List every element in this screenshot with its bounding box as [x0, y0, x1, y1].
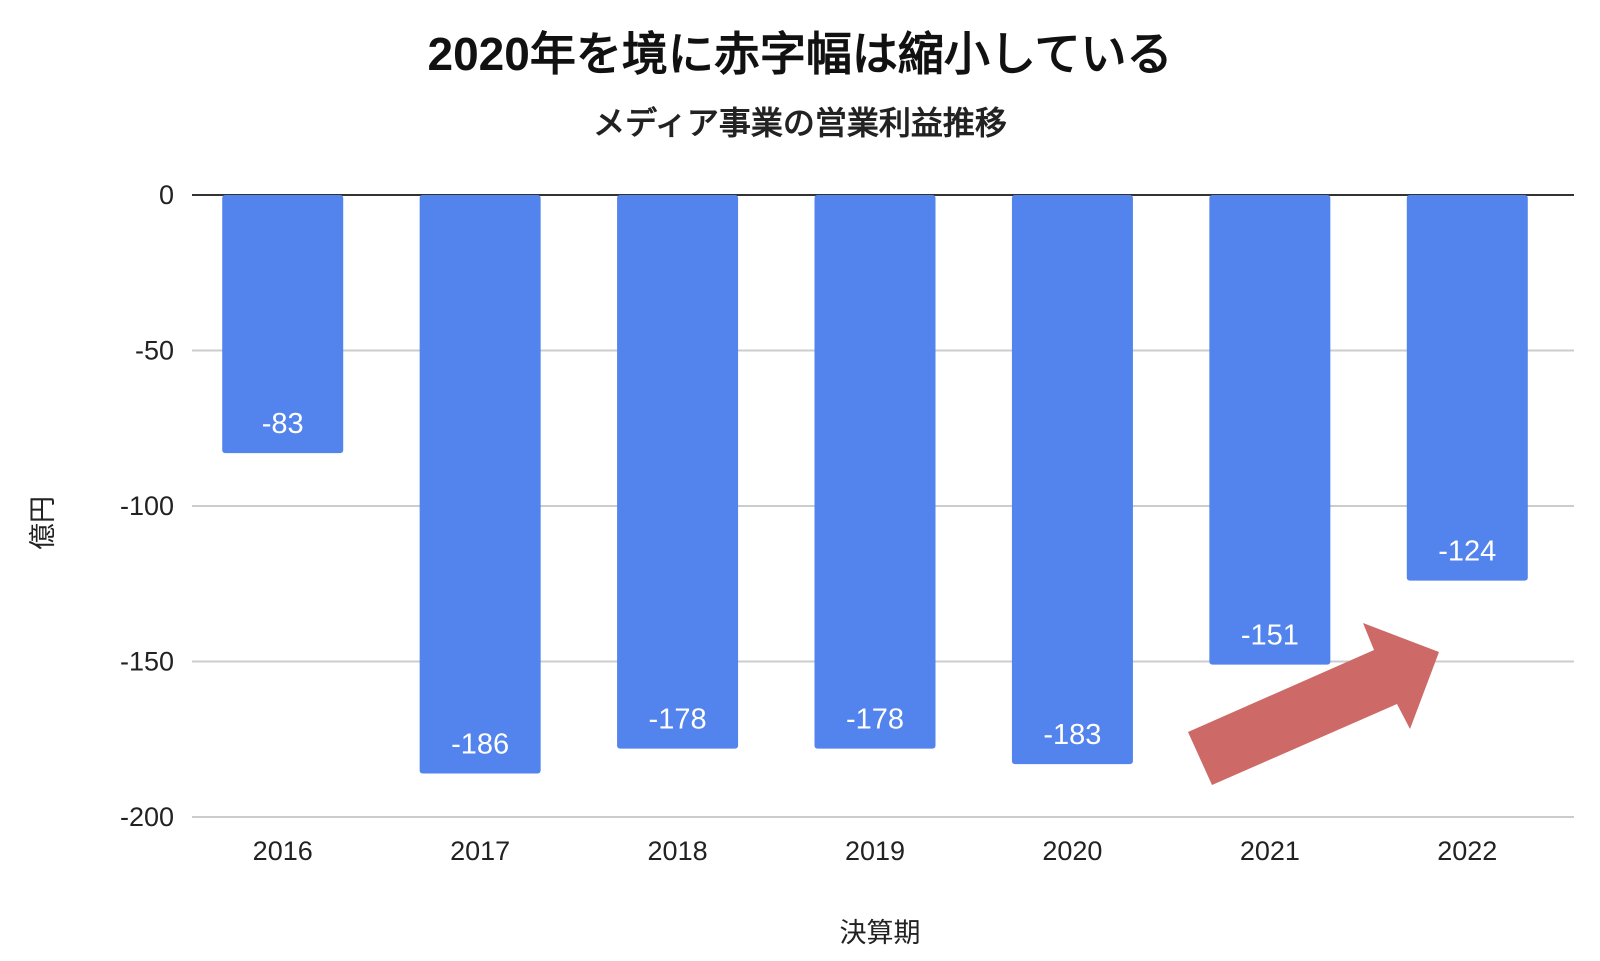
bar-2022: [1406, 195, 1528, 581]
chart-title: 2020年を境に赤字幅は縮小している: [428, 28, 1173, 80]
bar-2016: [222, 195, 344, 454]
y-tick-label: -150: [120, 647, 174, 677]
data-label-2018: -178: [649, 704, 707, 736]
data-label-2016: -83: [262, 408, 304, 440]
trend-arrow: [1188, 623, 1439, 785]
y-tick-label: 0: [159, 180, 174, 210]
x-tick-label: 2020: [1042, 836, 1102, 866]
data-label-2017: -186: [451, 728, 509, 760]
bar-2021: [1209, 195, 1331, 665]
y-tick-label: -50: [135, 336, 174, 366]
bar-2019: [814, 195, 936, 749]
bar-2017: [419, 195, 541, 774]
chart-subtitle: メディア事業の営業利益推移: [593, 105, 1007, 141]
x-tick-label: 2019: [845, 836, 905, 866]
data-label-2022: -124: [1438, 536, 1496, 568]
y-tick-label: -100: [120, 491, 174, 521]
x-tick-label: 2016: [253, 836, 313, 866]
y-tick-label: -200: [120, 802, 174, 832]
x-axis-label: 決算期: [840, 918, 921, 948]
x-tick-label: 2022: [1437, 836, 1497, 866]
bar-2018: [617, 195, 739, 749]
x-tick-label: 2021: [1240, 836, 1300, 866]
data-label-2020: -183: [1043, 719, 1101, 751]
y-axis-label: 億円: [28, 496, 58, 550]
data-label-2021: -151: [1241, 620, 1299, 652]
x-tick-label: 2018: [648, 836, 708, 866]
x-tick-label: 2017: [450, 836, 510, 866]
data-label-2019: -178: [846, 704, 904, 736]
bar-2020: [1011, 195, 1133, 765]
